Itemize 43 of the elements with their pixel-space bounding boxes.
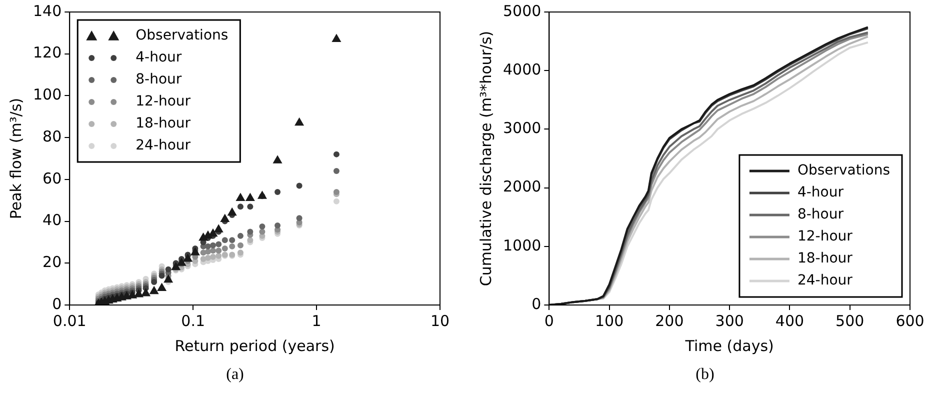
- legend-label: Observations: [136, 28, 228, 44]
- x-tick-label: 500: [836, 312, 864, 330]
- y-tick-label: 100: [32, 86, 62, 104]
- x-tick-label: 100: [594, 312, 624, 330]
- x-tick-label: 400: [775, 312, 804, 330]
- text: (b): [694, 366, 716, 384]
- x-tick-label: 0: [544, 312, 554, 330]
- y-tick-label: 40: [42, 211, 62, 230]
- y-axis-title: Cumulative discharge (m³*hour/s): [476, 30, 495, 286]
- y-tick-label: 4000: [502, 60, 542, 78]
- y-tick-label: 0: [52, 294, 62, 313]
- x-tick-label: 10: [430, 312, 450, 330]
- x-tick-label: 0.1: [181, 312, 206, 330]
- x-axis-title: Time (days): [684, 336, 774, 355]
- legend-label: 8-hour: [797, 206, 844, 223]
- y-tick-label: 140: [32, 2, 62, 20]
- x-tick-label: 1: [312, 312, 322, 330]
- y-tick-label: 20: [42, 253, 62, 272]
- legend-label: 12-hour: [797, 228, 853, 245]
- x-axis-title: Return period (years): [174, 336, 335, 355]
- text: (a): [225, 366, 245, 384]
- legend-label: Observations: [797, 162, 890, 179]
- x-tick-label: 600: [896, 312, 924, 330]
- y-tick-label: 2000: [502, 178, 542, 196]
- y-tick-label: 0: [532, 294, 542, 313]
- y-tick-label: 1000: [502, 236, 542, 254]
- legend-label: 4-hour: [797, 184, 844, 201]
- y-axis-title: Peak flow (m³/s): [6, 98, 25, 220]
- x-tick-label: 300: [715, 312, 744, 330]
- legend-label: 18-hour: [797, 250, 853, 267]
- legend-label: 8-hour: [136, 72, 182, 88]
- y-tick-label: 5000: [502, 2, 542, 20]
- y-tick-label: 80: [42, 127, 62, 146]
- x-tick-label: 200: [655, 312, 684, 330]
- y-tick-label: 3000: [502, 119, 542, 138]
- legend-label: 12-hour: [136, 94, 191, 110]
- y-tick-label: 60: [42, 169, 62, 188]
- y-tick-label: 120: [32, 44, 62, 62]
- legend-label: 18-hour: [136, 116, 191, 132]
- x-tick-label: 0.01: [52, 312, 86, 330]
- legend-label: 24-hour: [136, 138, 191, 154]
- legend-label: 4-hour: [136, 50, 182, 66]
- legend-label: 24-hour: [797, 272, 853, 289]
